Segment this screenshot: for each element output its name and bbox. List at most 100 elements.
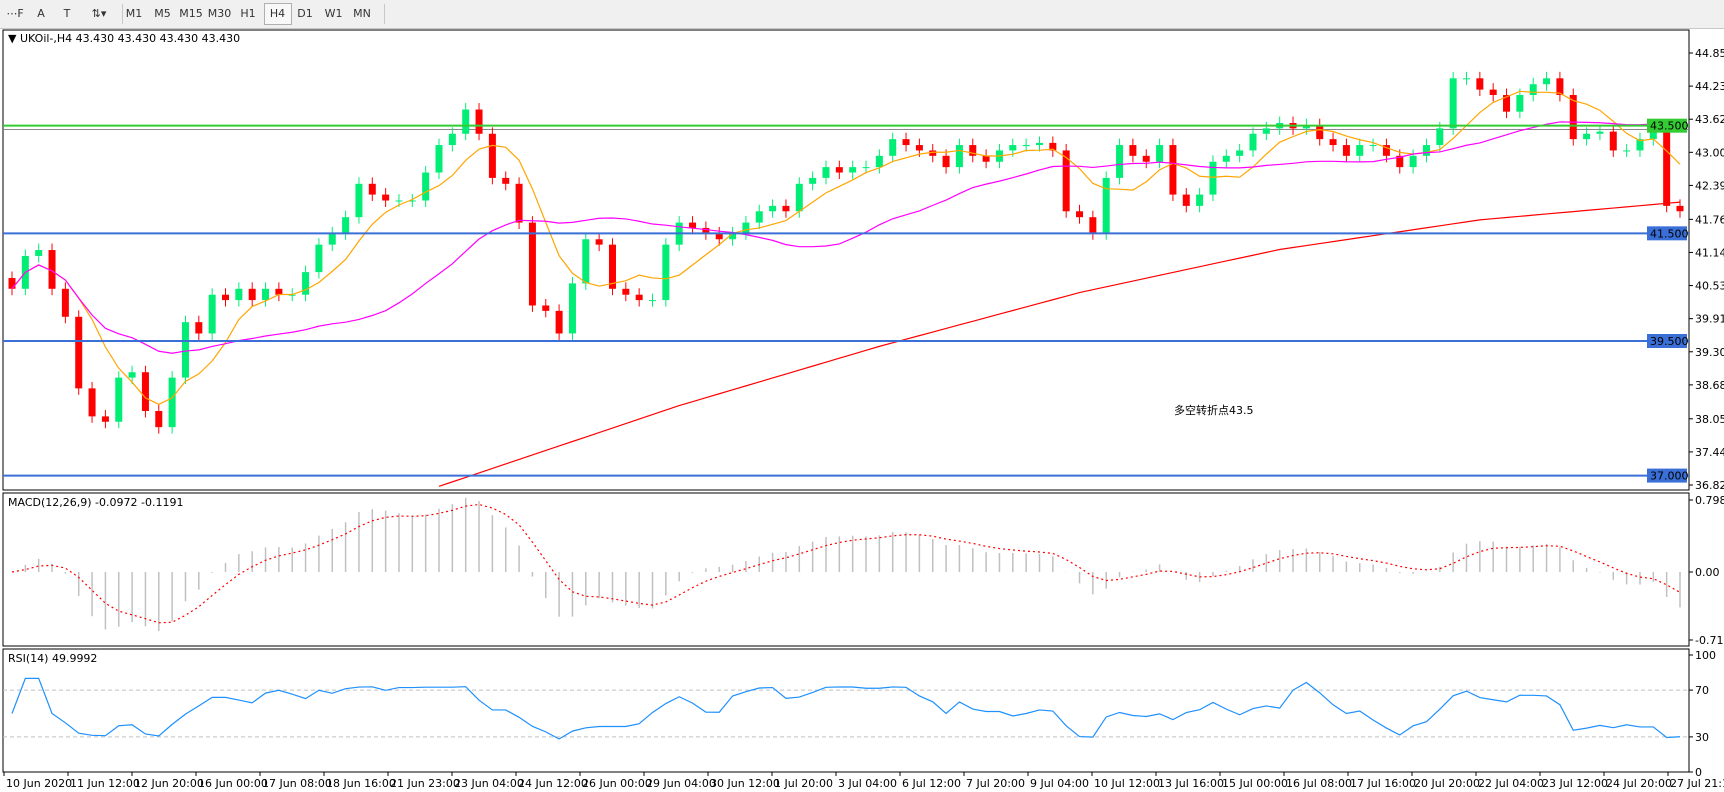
candle-body (288, 294, 296, 296)
candle-body (1583, 133, 1591, 140)
text-label-icon[interactable]: T (63, 7, 71, 20)
candle-body (502, 177, 510, 184)
candle-body (1316, 125, 1324, 140)
time-tick-label: 3 Jul 04:00 (838, 777, 897, 790)
candle (1035, 136, 1043, 152)
timeframe-h1-button[interactable]: H1 (240, 7, 256, 20)
candle (1449, 71, 1457, 135)
candle-body (395, 200, 403, 202)
level-price-label: 43.500 (1650, 120, 1689, 133)
candle-body (515, 183, 523, 223)
time-tick-label: 10 Jul 12:00 (1094, 777, 1160, 790)
candle-body (649, 300, 657, 302)
candle-body (1449, 78, 1457, 129)
time-tick-label: 23 Jul 12:00 (1542, 777, 1608, 790)
time-tick-label: 30 Jun 12:00 (710, 777, 780, 790)
price-tick-label: 37.440 (1695, 446, 1724, 459)
candle-body (408, 200, 416, 202)
candle (782, 199, 790, 218)
candle (849, 160, 857, 179)
candle (262, 282, 270, 307)
candle (502, 171, 510, 191)
moving-average-medium-line (11, 121, 1681, 354)
candle-body (582, 239, 590, 284)
timeframe-d1-button[interactable]: D1 (297, 7, 313, 20)
time-tick-label: 18 Jun 16:00 (326, 777, 396, 790)
candle (1316, 118, 1324, 146)
time-tick-label: 12 Jun 20:00 (134, 777, 204, 790)
candle-body (48, 250, 56, 289)
timeframe-m5-button[interactable]: M5 (154, 7, 171, 20)
moving-average-slow-line (438, 201, 1681, 487)
candle-body (1329, 139, 1337, 146)
candle-body (1396, 155, 1404, 168)
price-tick-label: 38.055 (1695, 413, 1724, 426)
candle (435, 138, 443, 179)
candle-body (235, 288, 243, 301)
candle-body (662, 244, 670, 301)
rsi-tick-label: 100 (1695, 649, 1716, 662)
candle-body (1262, 128, 1270, 134)
candle (342, 210, 350, 240)
arrows-icon[interactable]: ⇅▾ (91, 7, 107, 20)
price-tick-label: 41.760 (1695, 213, 1724, 226)
candle-body (809, 177, 817, 184)
timeframe-mn-button[interactable]: MN (353, 7, 371, 20)
timeframe-w1-button[interactable]: W1 (324, 7, 343, 20)
level-price-label: 37.000 (1650, 470, 1689, 483)
time-tick-label: 21 Jun 23:00 (390, 777, 460, 790)
candle (408, 194, 416, 207)
candle (1489, 83, 1497, 102)
text-icon[interactable]: A (37, 7, 45, 20)
candle (662, 238, 670, 307)
candle (1663, 121, 1671, 213)
chart-symbol-header: UKOil-,H4 43.430 43.430 43.430 43.430 (20, 32, 240, 45)
level-price-marker (1647, 118, 1687, 133)
chart-annotation-text: 多空转折点43.5 (1174, 403, 1254, 417)
candle (448, 127, 456, 152)
fibonacci-fan-icon[interactable]: ⋯F (6, 7, 24, 20)
candle (1356, 138, 1364, 163)
candle-body (328, 233, 336, 245)
price-tick-label: 41.145 (1695, 246, 1724, 259)
candle-body (782, 205, 790, 212)
candle-body (889, 139, 897, 156)
candle-body (368, 183, 376, 195)
candle (115, 371, 123, 429)
candle-body (1623, 150, 1631, 152)
candle-body (955, 145, 963, 168)
candle-body (475, 109, 483, 134)
candle (1076, 204, 1084, 224)
candle (1436, 121, 1444, 152)
candle (1462, 71, 1470, 85)
rsi-header: RSI(14) 49.9992 (8, 652, 97, 665)
candle-body (608, 244, 616, 289)
candle-body (1129, 145, 1137, 156)
candle (328, 226, 336, 252)
rsi-tick-label: 30 (1695, 731, 1709, 744)
timeframe-m15-button[interactable]: M15 (179, 7, 203, 20)
candle (835, 160, 843, 179)
candle (222, 288, 230, 307)
candle-body (542, 305, 550, 311)
candle-body (902, 139, 910, 146)
candle (302, 265, 310, 302)
price-tick-label: 38.685 (1695, 379, 1724, 392)
candle-body (88, 388, 96, 417)
macd-signal-line (11, 503, 1681, 624)
time-tick-label: 20 Jul 20:00 (1414, 777, 1480, 790)
candle-body (1476, 78, 1484, 90)
timeframe-m1-button[interactable]: M1 (125, 7, 143, 20)
candle-body (1529, 84, 1537, 95)
timeframe-m30-button[interactable]: M30 (207, 7, 232, 20)
price-tick-label: 39.300 (1695, 346, 1724, 359)
candle-body (1196, 194, 1204, 206)
candle (1516, 88, 1524, 119)
candle (889, 132, 897, 163)
candle-body (755, 211, 763, 223)
toolbar-separator (384, 4, 385, 24)
candle (608, 238, 616, 296)
candle (1249, 127, 1257, 157)
candle (248, 282, 256, 307)
timeframe-h4-button[interactable]: H4 (263, 3, 292, 25)
